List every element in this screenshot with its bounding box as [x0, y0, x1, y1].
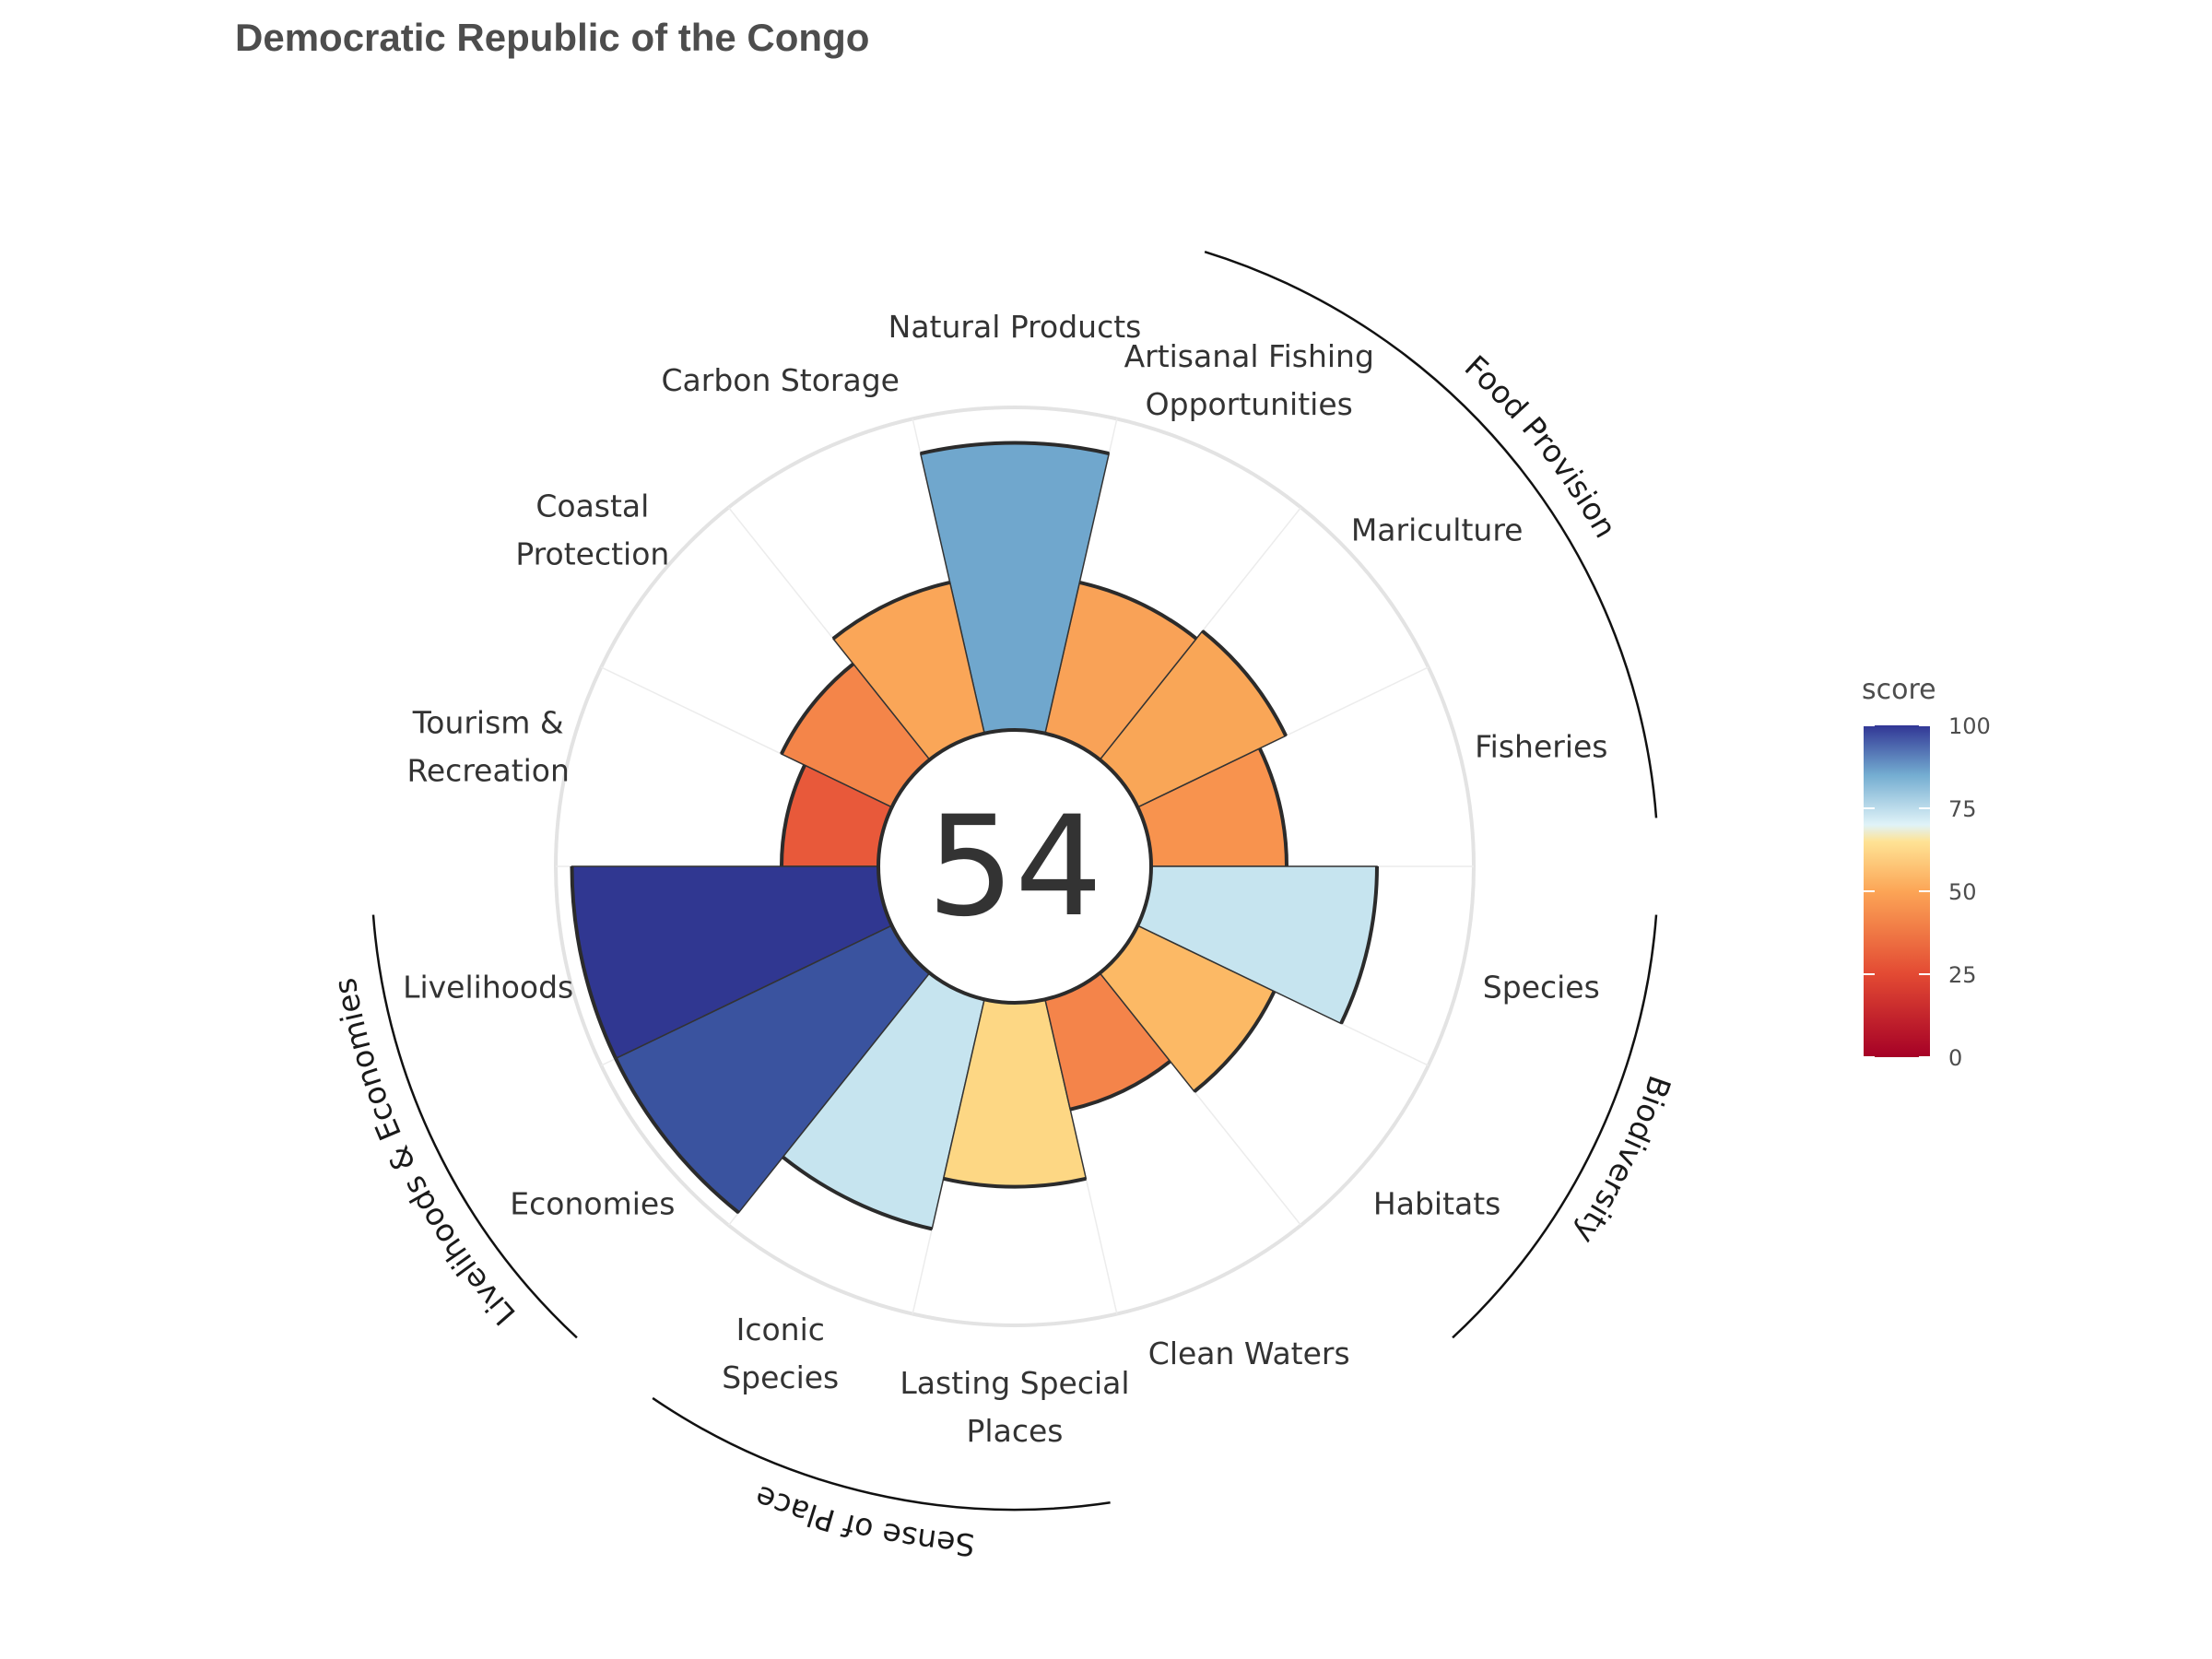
group-label-1: Biodiversity: [1568, 1071, 1678, 1250]
goal-label-6: Tourism & Recreation: [406, 705, 569, 789]
goal-label-line: Clean Waters: [1148, 1335, 1350, 1371]
goal-label-9: Iconic Species: [722, 1312, 839, 1395]
group-label-3: Livelihoods & Economies: [326, 975, 523, 1332]
chart-title: Democratic Republic of the Congo: [235, 16, 869, 59]
goal-label-line: Species: [722, 1359, 839, 1395]
center-score: 54: [927, 787, 1103, 947]
goal-label-4: Carbon Storage: [661, 362, 900, 398]
legend-tick-label: 50: [1948, 879, 1977, 905]
center-disc: [877, 728, 1153, 1005]
goal-label-line: Artisanal Fishing: [1124, 338, 1374, 374]
legend-ticks: 100 75 50 25 0: [1864, 713, 1991, 1071]
goal-label-line: Species: [1483, 969, 1600, 1005]
goal-label-line: Iconic: [736, 1312, 825, 1347]
goal-label-10: Lasting Special Places: [900, 1365, 1129, 1449]
legend-tick-label: 25: [1948, 962, 1977, 988]
legend-tick-label: 75: [1948, 796, 1977, 822]
goal-label-line: Habitats: [1373, 1185, 1500, 1221]
score-legend: score 100 75 50 25 0: [1862, 674, 1991, 1071]
petal-layer: [554, 406, 1476, 1327]
legend-tick-label: 100: [1948, 713, 1991, 739]
goal-label-1: Mariculture: [1351, 512, 1524, 548]
petal-edge-2: [1078, 580, 1198, 641]
petal-edge-8: [614, 1057, 740, 1215]
petal-edge-6: [780, 764, 806, 867]
goal-label-5: Coastal Protection: [515, 488, 669, 572]
goal-label-2: Artisanal Fishing Opportunities: [1124, 338, 1374, 422]
petal-edge-7: [570, 865, 618, 1060]
goal-label-line: Coastal: [535, 488, 649, 524]
goal-label-13: Species: [1483, 969, 1600, 1005]
goal-label-line: Protection: [515, 536, 669, 572]
goal-label-line: Tourism &: [412, 705, 564, 741]
petal-edge-12: [1193, 990, 1277, 1093]
petal-edge-10: [943, 1176, 1087, 1189]
petal-edge-1: [1201, 629, 1288, 737]
group-arc-0: [1204, 250, 1658, 818]
petal-edge-5: [780, 662, 855, 755]
group-arc-1: [1452, 914, 1658, 1339]
goal-label-line: Livelihoods: [403, 969, 573, 1005]
goal-label-7: Livelihoods: [403, 969, 573, 1005]
goal-label-line: Fisheries: [1475, 729, 1607, 765]
petal-edge-11: [1069, 1059, 1171, 1112]
goal-label-12: Habitats: [1373, 1185, 1500, 1221]
legend-title: score: [1862, 674, 1936, 706]
petal-edge-4: [831, 580, 951, 641]
goal-label-8: Economies: [510, 1185, 675, 1221]
petal-edge-0: [1257, 747, 1288, 867]
goal-label-0: Fisheries: [1475, 729, 1607, 765]
petal-edge-3: [920, 441, 1110, 455]
goal-label-line: Economies: [510, 1185, 675, 1221]
goal-label-line: Recreation: [406, 753, 569, 789]
group-arc-2: [652, 1396, 1111, 1512]
goal-label-line: Mariculture: [1351, 512, 1524, 548]
goal-labels: Fisheries Mariculture Artisanal Fishing Opp…: [403, 309, 1607, 1449]
petal-edge-13: [1339, 865, 1379, 1025]
goal-label-line: Places: [967, 1413, 1064, 1449]
petal-edge-9: [782, 1155, 933, 1231]
goal-label-3: Natural Products: [888, 309, 1142, 345]
group-arc-3: [371, 914, 578, 1339]
goal-label-line: Lasting Special: [900, 1365, 1129, 1401]
goal-label-11: Clean Waters: [1148, 1335, 1350, 1371]
goal-label-line: Natural Products: [888, 309, 1142, 345]
legend-tick-label: 0: [1948, 1045, 1962, 1071]
goal-label-line: Opportunities: [1146, 386, 1353, 422]
goal-label-line: Carbon Storage: [661, 362, 900, 398]
